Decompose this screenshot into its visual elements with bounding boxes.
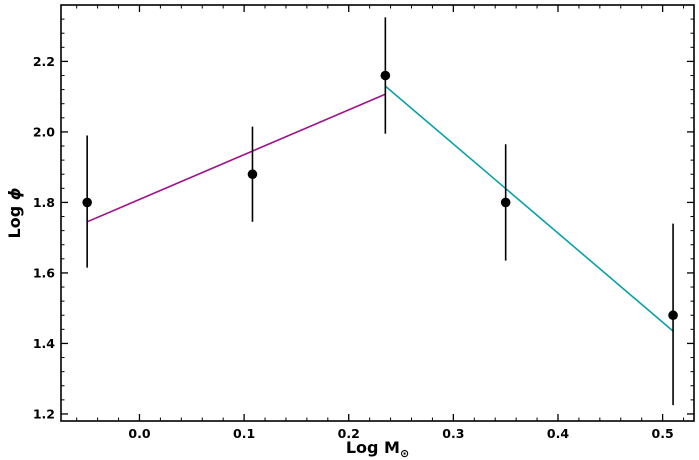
x-tick-label: 0.0 (128, 426, 150, 441)
x-tick-label: 0.5 (652, 426, 674, 441)
data-point-5 (668, 310, 678, 321)
x-tick-label: 0.3 (442, 426, 464, 441)
x-axis-label-subscript: ⊙ (400, 447, 409, 460)
x-tick-label: 0.1 (233, 426, 255, 441)
fit-lines (86, 85, 674, 332)
y-tick-label: 2.0 (33, 124, 55, 139)
data-point-3 (380, 70, 391, 81)
axis-ticks (61, 4, 694, 421)
y-tick-labels: 1.2 1.4 1.6 1.8 2.0 2.2 (33, 54, 55, 422)
x-tick-label: 0.2 (338, 426, 360, 441)
x-axis-label: Log M⊙ (346, 438, 409, 460)
y-tick-label: 1.8 (33, 195, 55, 210)
y-tick-label: 1.2 (33, 406, 55, 421)
data-point-1 (82, 197, 92, 208)
data-point-4 (500, 197, 511, 208)
y-tick-label: 2.2 (33, 54, 55, 69)
plot-frame (60, 4, 695, 422)
y-axis-label: Log ϕ (5, 187, 24, 238)
data-point-2 (247, 169, 258, 180)
x-tick-labels: 0.0 0.1 0.2 0.3 0.4 0.5 (128, 426, 673, 441)
y-axis-label-symbol: ϕ (5, 187, 24, 200)
y-tick-label: 1.4 (33, 336, 55, 351)
data-points (82, 70, 678, 321)
y-tick-label: 1.6 (33, 265, 55, 280)
error-bars (86, 17, 674, 406)
fit-line-2 (384, 85, 674, 332)
fit-line-1 (86, 93, 386, 223)
x-tick-label: 0.4 (547, 426, 569, 441)
